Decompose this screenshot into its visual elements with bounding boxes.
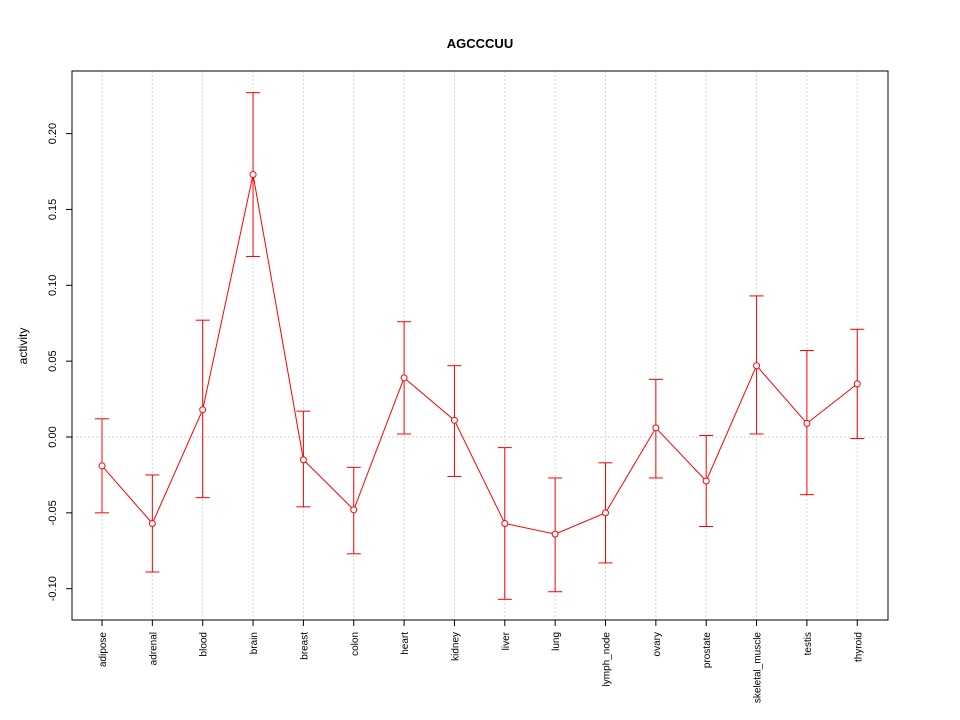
y-tick-label: 0.05: [47, 350, 59, 371]
x-tick-label: lymph_node: [602, 632, 613, 687]
y-tick-label: 0.10: [47, 275, 59, 296]
data-point: [450, 416, 458, 424]
chart-title: AGCCCUU: [447, 36, 513, 51]
data-point: [350, 506, 358, 514]
y-axis-label: activity: [16, 328, 30, 365]
data-point: [400, 374, 408, 382]
x-tick-label: colon: [350, 632, 361, 656]
y-tick-label: -0.05: [47, 500, 59, 525]
y-tick-label: 0.15: [47, 199, 59, 220]
x-tick-label: lung: [551, 632, 562, 651]
grid-layer: [72, 71, 888, 620]
axis-layer: -0.10 -0.05 0.00 0.05 0.10 0.15 0.20 adipose adr…: [47, 123, 864, 703]
y-tick-label: -0.10: [47, 576, 59, 601]
plot-frame: [71, 70, 889, 621]
x-tick-label: adrenal: [148, 632, 159, 665]
x-tick-label: heart: [400, 632, 411, 655]
data-point: [551, 530, 559, 538]
data-point: [652, 424, 660, 432]
x-tick-label: brain: [249, 632, 260, 654]
data-point: [753, 362, 761, 370]
x-tick-label: testis: [803, 632, 814, 655]
x-tick-label: thyroid: [853, 632, 864, 662]
x-tick-label: blood: [199, 632, 210, 656]
data-point: [803, 419, 811, 427]
x-tick-label: breast: [299, 632, 310, 660]
x-tick-label: kidney: [450, 632, 461, 661]
x-tick-label: prostate: [702, 632, 713, 669]
data-point: [148, 519, 156, 527]
y-tick-label: 0.00: [47, 426, 59, 447]
series-line: [101, 174, 858, 535]
data-point: [702, 477, 710, 485]
data-point: [501, 519, 509, 527]
data-point: [199, 406, 207, 414]
x-tick-label: liver: [501, 631, 512, 650]
data-point: [299, 456, 307, 464]
data-point: [853, 380, 861, 388]
y-tick-label: 0.20: [47, 123, 59, 144]
data-point: [249, 171, 257, 179]
x-tick-label: skeletal_muscle: [753, 632, 764, 704]
data-point: [98, 462, 106, 470]
x-tick-label: ovary: [652, 632, 663, 656]
series-layer: [95, 92, 865, 600]
x-tick-label: adipose: [98, 632, 109, 667]
data-point: [602, 509, 609, 517]
